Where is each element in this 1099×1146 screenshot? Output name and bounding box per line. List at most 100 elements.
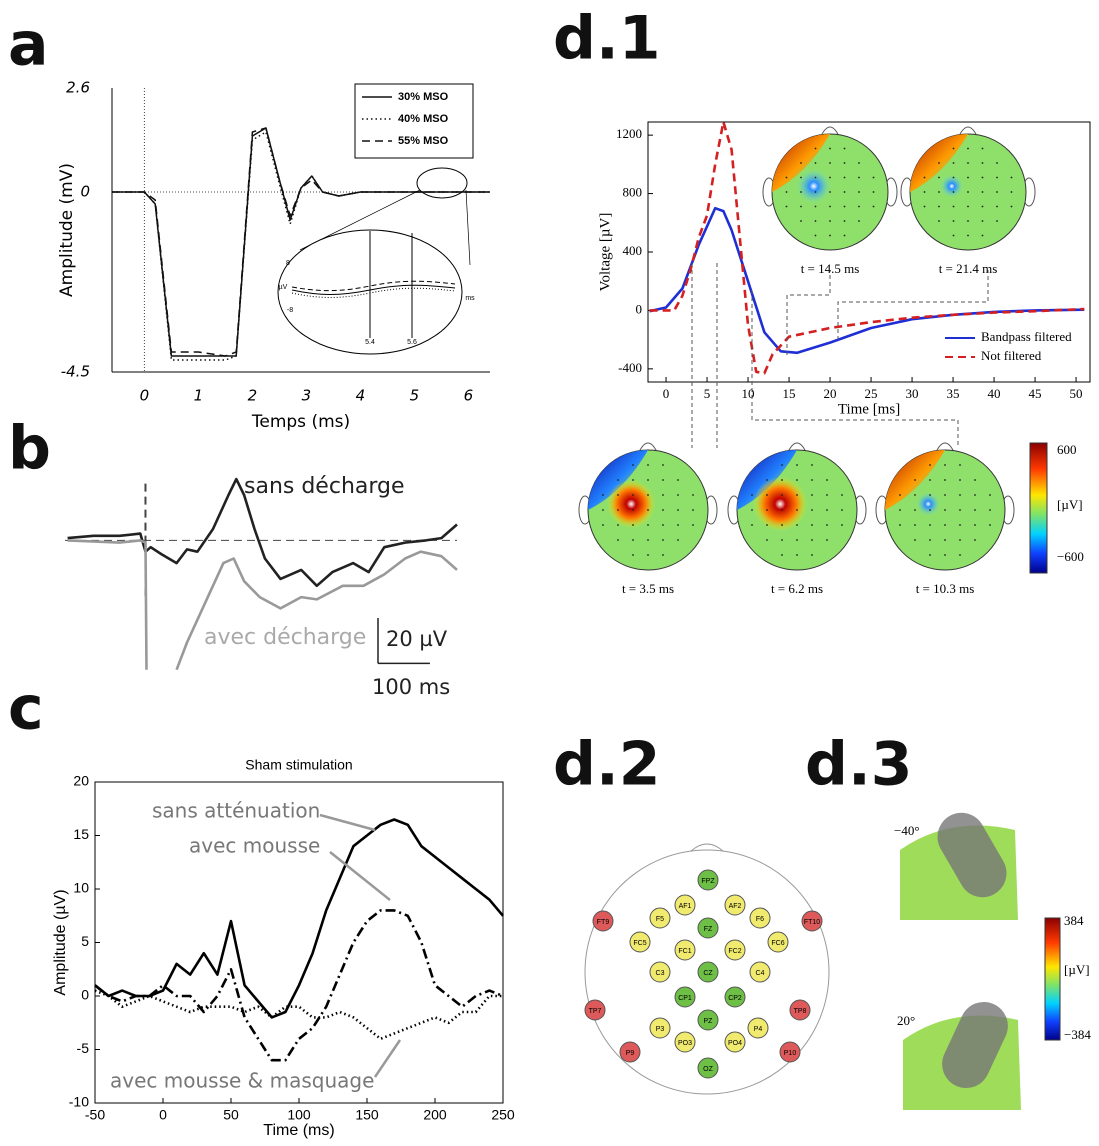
topomap-sensor [974, 509, 976, 511]
electrode [749, 961, 771, 983]
topomap-sensor [751, 509, 753, 511]
topomap-sensor [872, 191, 875, 193]
topomap-sensor [952, 147, 955, 150]
panel-letter: c [8, 674, 44, 744]
x-tick-label: 40 [988, 386, 1001, 401]
electrode-label: PZ [704, 1018, 714, 1025]
topomap-sensor [692, 509, 694, 511]
panel-letter: d.3 [805, 730, 913, 800]
colorbar-label: −600 [1057, 549, 1084, 564]
topomap-sensor [959, 479, 961, 481]
topomap-sensor [814, 191, 817, 193]
topomap-sensor [647, 539, 649, 541]
annotation-leader [319, 813, 376, 832]
topomap-sensor [677, 494, 679, 496]
topomap-sensor [766, 479, 768, 481]
topomap-sensor [996, 220, 998, 222]
topomap-sensor [826, 539, 828, 541]
topomap-sensor [923, 176, 926, 179]
series-annotation: avec décharge [204, 625, 366, 650]
topomap-sensor [967, 234, 969, 237]
connector [786, 270, 831, 355]
topomap-sensor [781, 509, 783, 511]
topomap-sensor [800, 205, 802, 208]
electrode [584, 999, 606, 1021]
topomap-label: t = 10.3 ms [916, 581, 975, 596]
topomap-sensor [766, 509, 768, 511]
topomap-sensor [662, 554, 664, 556]
topomap-sensor [766, 524, 768, 526]
topomap-sensor [929, 554, 931, 556]
x-tick-label: 20 [824, 386, 837, 401]
y-tick-label: 0 [636, 301, 643, 316]
y-tick-label: 0 [81, 987, 89, 1003]
topomap-sensor [967, 220, 969, 222]
topomap-sensor [751, 494, 753, 496]
topomap-blob [753, 477, 808, 531]
electrode [749, 907, 771, 929]
electrode [724, 1031, 746, 1053]
y-tick-label: -10 [69, 1094, 89, 1110]
topomap-sensor [781, 479, 783, 481]
topomap-sensor [647, 464, 649, 466]
topomap-sensor [811, 524, 813, 526]
electrode-label: P3 [656, 1026, 665, 1033]
topomap [875, 442, 1015, 571]
electrode [697, 1009, 719, 1031]
topomap-sensor [967, 191, 969, 193]
electrode-label: F6 [756, 916, 764, 923]
y-tick-label: 20 [73, 773, 89, 789]
x-tick-label: 200 [423, 1107, 447, 1123]
topomap-sensor [647, 509, 649, 511]
electrode [697, 869, 719, 891]
topomap-sensor [974, 494, 976, 496]
topomap-sensor [938, 176, 940, 179]
topomap-sensor [796, 554, 798, 556]
electrode-label: P10 [784, 1050, 797, 1057]
topomap-sensor [814, 147, 817, 150]
topomap-sensor [662, 464, 664, 466]
series-line [67, 477, 458, 588]
topomap-sensor [829, 220, 831, 222]
topomap-sensor [677, 539, 679, 541]
electrode [789, 999, 811, 1021]
topomap-sensor [814, 205, 817, 208]
x-tick-label: 0 [159, 1107, 167, 1123]
legend-label: 55% MSO [398, 135, 449, 147]
topomap-sensor [826, 479, 828, 481]
electrode [767, 931, 789, 953]
topomap-sensor [826, 509, 828, 511]
topomap-sensor [811, 494, 813, 496]
topomap-sensor [785, 191, 788, 193]
topomap-sensor [766, 494, 768, 496]
electrode-label: C3 [656, 970, 665, 977]
topomap [900, 126, 1036, 251]
topomap-sensor [952, 191, 955, 193]
electrode-label: CP1 [678, 995, 692, 1002]
topomap-sensor [843, 205, 846, 208]
topomap-sensor [858, 162, 860, 164]
y-tick-label: -400 [618, 360, 642, 375]
inset-trace [291, 280, 456, 292]
x-tick-label: 35 [947, 386, 960, 401]
topomap-sensor [602, 524, 604, 526]
inset-label: ms [465, 295, 475, 302]
electrode [649, 961, 671, 983]
topomap-sensor [800, 191, 802, 193]
electrode-label: TP7 [589, 1008, 602, 1015]
topomap-sensor [811, 539, 813, 541]
topomap-sensor [996, 176, 998, 179]
topomap-sensor [647, 494, 649, 496]
topomap-sensor [814, 234, 817, 237]
topomap-sensor [632, 494, 634, 496]
topomap-sensor [843, 191, 846, 193]
electrode [724, 986, 746, 1008]
topomap-sensor [952, 205, 955, 208]
topomap-sensor [944, 554, 946, 556]
topomap-sensor [602, 494, 604, 496]
topomap-sensor [872, 176, 875, 179]
x-tick-label: 150 [355, 1107, 379, 1123]
electrode [801, 910, 823, 932]
zoom-marker [416, 167, 468, 199]
topomap-sensor [929, 464, 931, 466]
